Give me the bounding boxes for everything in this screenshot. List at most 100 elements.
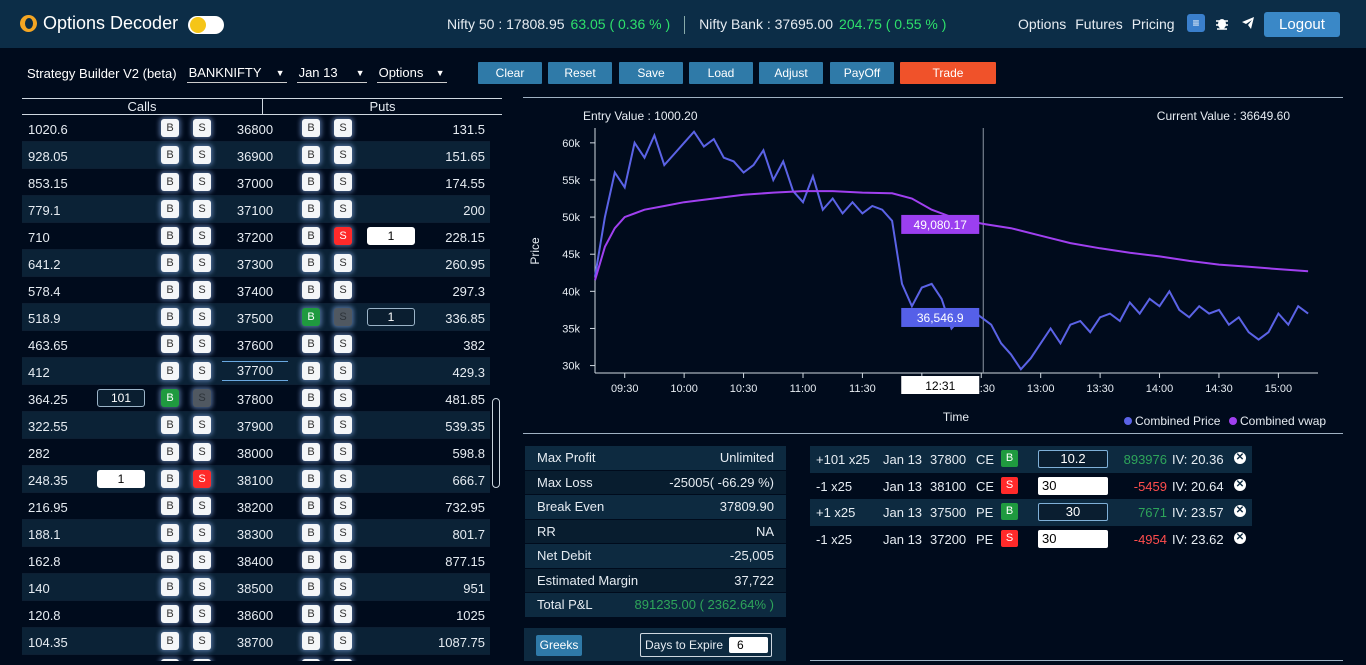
put-price[interactable]: 174.55 — [445, 176, 485, 191]
put-price[interactable]: 382 — [463, 338, 485, 353]
call-sell-button[interactable]: S — [193, 497, 211, 515]
call-sell-button[interactable]: S — [193, 524, 211, 542]
position-side-badge[interactable]: B — [1001, 503, 1018, 520]
adjust-button[interactable]: Adjust — [759, 62, 823, 84]
call-buy-button[interactable]: B — [161, 227, 179, 245]
call-sell-button[interactable]: S — [193, 659, 211, 661]
strike-price[interactable]: 36800 — [236, 122, 274, 137]
theme-toggle[interactable] — [188, 16, 224, 34]
call-buy-button[interactable]: B — [161, 416, 179, 434]
put-sell-button[interactable]: S — [334, 308, 352, 326]
put-price[interactable]: 260.95 — [445, 257, 485, 272]
chain-scrollbar[interactable] — [492, 398, 500, 488]
put-sell-button[interactable]: S — [334, 146, 352, 164]
put-buy-button[interactable]: B — [302, 605, 320, 623]
call-sell-button[interactable]: S — [193, 173, 211, 191]
trade-button[interactable]: Trade — [900, 62, 996, 84]
put-sell-button[interactable]: S — [334, 551, 352, 569]
nav-pricing[interactable]: Pricing — [1131, 16, 1175, 32]
call-price[interactable]: 578.4 — [28, 284, 61, 299]
call-price[interactable]: 463.65 — [28, 338, 68, 353]
strike-price[interactable]: 38700 — [236, 635, 274, 650]
call-price[interactable]: 188.1 — [28, 527, 61, 542]
put-buy-button[interactable]: B — [302, 362, 320, 380]
call-buy-button[interactable]: B — [161, 281, 179, 299]
call-price[interactable]: 779.1 — [28, 203, 61, 218]
strike-price[interactable]: 37900 — [236, 419, 274, 434]
strike-price[interactable]: 38300 — [236, 527, 274, 542]
put-sell-button[interactable]: S — [334, 470, 352, 488]
call-buy-button[interactable]: B — [161, 443, 179, 461]
put-sell-button[interactable]: S — [334, 335, 352, 353]
call-price[interactable]: 282 — [28, 446, 50, 461]
call-sell-button[interactable]: S — [193, 254, 211, 272]
put-buy-button[interactable]: B — [302, 632, 320, 650]
put-buy-button[interactable]: B — [302, 119, 320, 137]
call-sell-button[interactable]: S — [193, 632, 211, 650]
put-buy-button[interactable]: B — [302, 173, 320, 191]
put-price[interactable]: 131.5 — [452, 122, 485, 137]
call-buy-button[interactable]: B — [161, 146, 179, 164]
strike-price[interactable]: 37200 — [236, 230, 274, 245]
put-sell-button[interactable]: S — [334, 200, 352, 218]
put-buy-button[interactable]: B — [302, 497, 320, 515]
put-sell-button[interactable]: S — [334, 497, 352, 515]
put-buy-button[interactable]: B — [302, 578, 320, 596]
put-buy-button[interactable]: B — [302, 227, 320, 245]
strike-price[interactable]: 38400 — [236, 554, 274, 569]
strike-price[interactable]: 37600 — [236, 338, 274, 353]
position-price-input[interactable]: 30 — [1038, 503, 1108, 521]
put-buy-button[interactable]: B — [302, 389, 320, 407]
put-sell-button[interactable]: S — [334, 632, 352, 650]
put-buy-button[interactable]: B — [302, 443, 320, 461]
call-sell-button[interactable]: S — [193, 200, 211, 218]
put-buy-button[interactable]: B — [302, 524, 320, 542]
call-buy-button[interactable]: B — [161, 497, 179, 515]
call-price[interactable]: 162.8 — [28, 554, 61, 569]
payoff-button[interactable]: PayOff — [830, 62, 894, 84]
call-qty-input[interactable]: 1 — [97, 470, 145, 488]
call-buy-button[interactable]: B — [161, 578, 179, 596]
put-sell-button[interactable]: S — [334, 227, 352, 245]
put-price[interactable]: 151.65 — [445, 149, 485, 164]
put-buy-button[interactable]: B — [302, 551, 320, 569]
call-sell-button[interactable]: S — [193, 470, 211, 488]
put-price[interactable]: 336.85 — [445, 311, 485, 326]
call-buy-button[interactable]: B — [161, 632, 179, 650]
put-sell-button[interactable]: S — [334, 659, 352, 661]
put-price[interactable]: 228.15 — [445, 230, 485, 245]
put-qty-input[interactable]: 1 — [367, 308, 415, 326]
put-buy-button[interactable]: B — [302, 308, 320, 326]
put-sell-button[interactable]: S — [334, 281, 352, 299]
strike-price[interactable]: 37000 — [236, 176, 274, 191]
put-sell-button[interactable]: S — [334, 605, 352, 623]
dte-input[interactable]: 6 — [729, 637, 768, 653]
put-buy-button[interactable]: B — [302, 146, 320, 164]
put-buy-button[interactable]: B — [302, 281, 320, 299]
strike-price[interactable]: 38100 — [236, 473, 274, 488]
call-price[interactable]: 710 — [28, 230, 50, 245]
call-buy-button[interactable]: B — [161, 605, 179, 623]
call-buy-button[interactable]: B — [161, 524, 179, 542]
call-sell-button[interactable]: S — [193, 443, 211, 461]
nav-futures[interactable]: Futures — [1075, 16, 1123, 32]
symbol-select[interactable]: BANKNIFTY ▼ — [186, 64, 287, 83]
put-price[interactable]: 666.7 — [452, 473, 485, 488]
call-price[interactable]: 518.9 — [28, 311, 61, 326]
call-buy-button[interactable]: B — [161, 119, 179, 137]
call-buy-button[interactable]: B — [161, 362, 179, 380]
strike-price[interactable]: 37500 — [236, 311, 274, 326]
strike-price[interactable]: 38000 — [236, 446, 274, 461]
put-price[interactable]: 732.95 — [445, 500, 485, 515]
put-buy-button[interactable]: B — [302, 200, 320, 218]
put-sell-button[interactable]: S — [334, 362, 352, 380]
put-price[interactable]: 801.7 — [452, 527, 485, 542]
put-buy-button[interactable]: B — [302, 659, 320, 661]
call-price[interactable]: 641.2 — [28, 257, 61, 272]
call-price[interactable]: 853.15 — [28, 176, 68, 191]
call-sell-button[interactable]: S — [193, 281, 211, 299]
call-qty-input[interactable]: 101 — [97, 389, 145, 407]
put-price[interactable]: 1025 — [456, 608, 485, 623]
remove-position-icon[interactable]: ✕ — [1234, 478, 1246, 491]
call-price[interactable]: 412 — [28, 365, 50, 380]
